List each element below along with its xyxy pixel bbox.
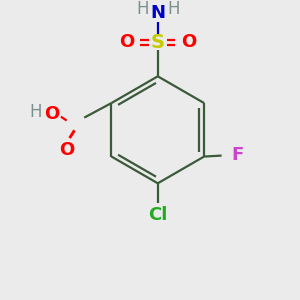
Text: O: O bbox=[44, 105, 60, 123]
Text: O: O bbox=[181, 33, 196, 51]
Text: O: O bbox=[59, 141, 74, 159]
Text: O: O bbox=[119, 33, 134, 51]
Text: N: N bbox=[150, 4, 165, 22]
Text: H: H bbox=[167, 0, 180, 18]
Text: H: H bbox=[136, 0, 148, 18]
Text: F: F bbox=[231, 146, 243, 164]
Text: H: H bbox=[29, 103, 42, 121]
Text: S: S bbox=[151, 33, 165, 52]
Text: Cl: Cl bbox=[148, 206, 167, 224]
